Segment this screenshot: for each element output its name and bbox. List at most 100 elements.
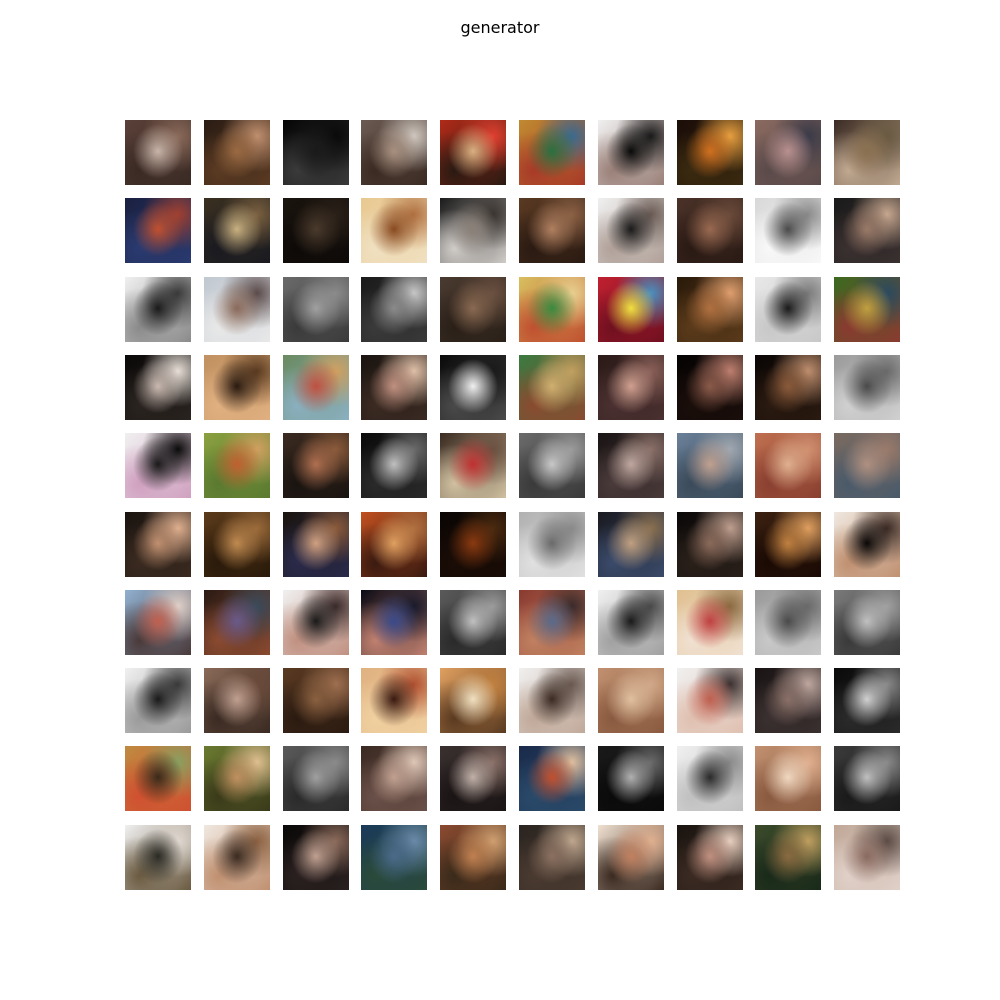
generated-sample-image — [361, 590, 427, 655]
generated-sample-image — [598, 198, 664, 263]
generated-sample-image — [834, 668, 900, 733]
generated-sample-image — [361, 120, 427, 185]
generated-sample-image — [834, 433, 900, 498]
generated-sample-image — [598, 277, 664, 342]
generated-sample-image — [440, 433, 506, 498]
generated-sample-image — [440, 746, 506, 811]
generated-sample-image — [598, 355, 664, 420]
generated-sample-image — [283, 120, 349, 185]
generated-sample-image — [440, 825, 506, 890]
generated-sample-image — [755, 746, 821, 811]
generated-sample-image — [677, 668, 743, 733]
generated-sample-image — [755, 355, 821, 420]
generated-sample-image — [834, 746, 900, 811]
generated-sample-image — [204, 825, 270, 890]
generated-sample-image — [361, 825, 427, 890]
generated-sample-image — [519, 512, 585, 577]
generated-sample-image — [519, 746, 585, 811]
generated-sample-image — [283, 590, 349, 655]
generated-sample-image — [677, 120, 743, 185]
generated-sample-image — [283, 355, 349, 420]
generated-sample-image — [755, 512, 821, 577]
generated-sample-image — [204, 746, 270, 811]
generated-sample-image — [834, 590, 900, 655]
generated-sample-image — [834, 198, 900, 263]
generated-sample-image — [204, 355, 270, 420]
generated-sample-image — [598, 746, 664, 811]
generated-sample-image — [125, 668, 191, 733]
generated-sample-image — [361, 433, 427, 498]
generated-sample-image — [519, 825, 585, 890]
generated-sample-image — [125, 355, 191, 420]
generated-sample-image — [834, 277, 900, 342]
generated-sample-image — [677, 825, 743, 890]
generated-sample-image — [755, 277, 821, 342]
generated-sample-image — [834, 825, 900, 890]
generated-sample-image — [519, 433, 585, 498]
generated-sample-image — [204, 120, 270, 185]
generated-sample-image — [440, 512, 506, 577]
generator-sample-grid — [125, 120, 901, 890]
generated-sample-image — [519, 120, 585, 185]
generated-sample-image — [598, 120, 664, 185]
generated-sample-image — [283, 198, 349, 263]
generated-sample-image — [440, 277, 506, 342]
generated-sample-image — [361, 746, 427, 811]
generated-sample-image — [598, 825, 664, 890]
generated-sample-image — [125, 825, 191, 890]
generated-sample-image — [598, 590, 664, 655]
generated-sample-image — [125, 746, 191, 811]
figure-title: generator — [460, 18, 540, 37]
generated-sample-image — [677, 512, 743, 577]
generated-sample-image — [125, 590, 191, 655]
generated-sample-image — [519, 668, 585, 733]
generated-sample-image — [834, 512, 900, 577]
generated-sample-image — [598, 512, 664, 577]
generated-sample-image — [361, 277, 427, 342]
generated-sample-image — [755, 120, 821, 185]
generated-sample-image — [834, 120, 900, 185]
generated-sample-image — [519, 355, 585, 420]
generated-sample-image — [834, 355, 900, 420]
generated-sample-image — [283, 277, 349, 342]
generated-sample-image — [677, 355, 743, 420]
generated-sample-image — [125, 277, 191, 342]
generated-sample-image — [204, 668, 270, 733]
generated-sample-image — [677, 277, 743, 342]
generated-sample-image — [598, 433, 664, 498]
generated-sample-image — [440, 198, 506, 263]
generated-sample-image — [440, 120, 506, 185]
generated-sample-image — [125, 198, 191, 263]
generated-sample-image — [204, 277, 270, 342]
generated-sample-image — [677, 433, 743, 498]
generated-sample-image — [125, 120, 191, 185]
generated-sample-image — [598, 668, 664, 733]
generated-sample-image — [283, 512, 349, 577]
generated-sample-image — [440, 355, 506, 420]
generated-sample-image — [677, 746, 743, 811]
generated-sample-image — [283, 668, 349, 733]
generated-sample-image — [755, 590, 821, 655]
generated-sample-image — [361, 512, 427, 577]
generated-sample-image — [361, 668, 427, 733]
generated-sample-image — [519, 198, 585, 263]
generated-sample-image — [677, 198, 743, 263]
generated-sample-image — [361, 198, 427, 263]
generated-sample-image — [755, 825, 821, 890]
generated-sample-image — [519, 277, 585, 342]
generated-sample-image — [440, 590, 506, 655]
generated-sample-image — [125, 433, 191, 498]
generated-sample-image — [755, 433, 821, 498]
generated-sample-image — [755, 668, 821, 733]
generated-sample-image — [204, 512, 270, 577]
generated-sample-image — [283, 825, 349, 890]
generated-sample-image — [204, 198, 270, 263]
generated-sample-image — [755, 198, 821, 263]
generated-sample-image — [283, 746, 349, 811]
generated-sample-image — [204, 433, 270, 498]
generated-sample-image — [204, 590, 270, 655]
generated-sample-image — [283, 433, 349, 498]
generated-sample-image — [361, 355, 427, 420]
generated-sample-image — [125, 512, 191, 577]
generated-sample-image — [440, 668, 506, 733]
